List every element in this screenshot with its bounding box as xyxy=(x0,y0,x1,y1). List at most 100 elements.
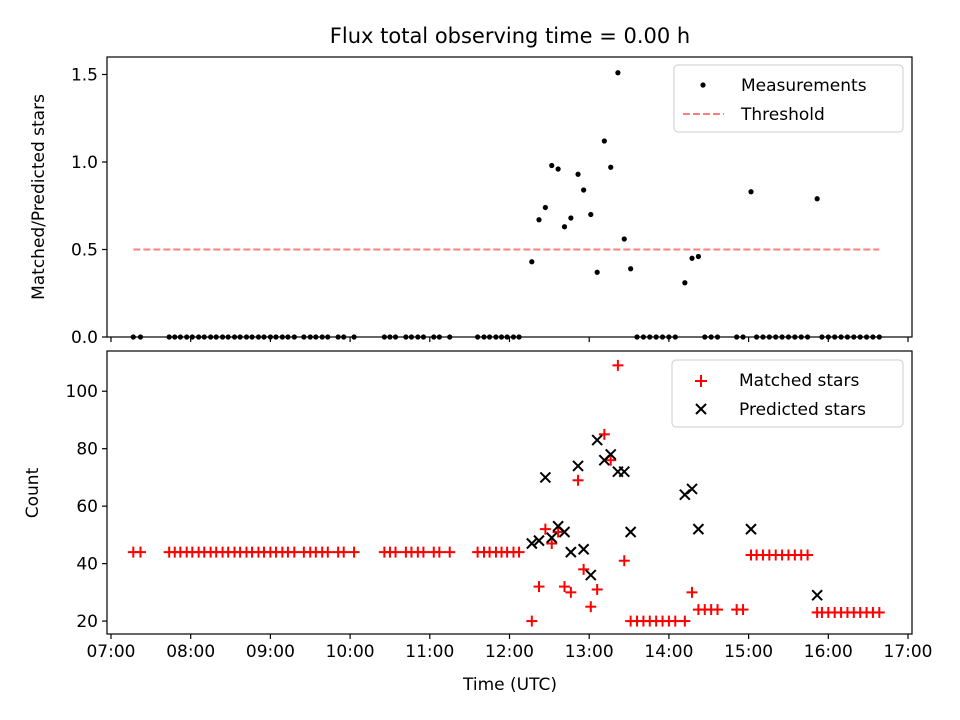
legend-measurements-label: Measurements xyxy=(741,76,867,96)
y-tick-label: 0.5 xyxy=(71,241,98,261)
x-tick-label: 17:00 xyxy=(884,642,933,662)
y-tick-label: 80 xyxy=(76,440,98,460)
matched-star-point xyxy=(669,615,681,627)
measurement-point xyxy=(621,236,627,242)
matched-star-point xyxy=(598,428,610,440)
y-tick-label: 60 xyxy=(76,497,98,517)
x-tick-label: 12:00 xyxy=(485,642,534,662)
bottom-legend: Matched stars Predicted stars xyxy=(671,359,904,428)
legend-threshold-label: Threshold xyxy=(740,105,825,125)
y-tick-label: 0.0 xyxy=(71,328,98,348)
measurement-point xyxy=(748,189,754,195)
predicted-star-stroke xyxy=(558,526,571,538)
matched-star-point xyxy=(605,454,617,466)
top-legend: Measurements Threshold xyxy=(673,64,904,133)
matched-star-point xyxy=(558,581,570,593)
matched-star-point xyxy=(513,546,525,558)
predicted-star-stroke xyxy=(577,543,590,555)
bottom-marks xyxy=(127,359,885,627)
predicted-star-point xyxy=(572,460,584,472)
matched-star-point xyxy=(686,586,698,598)
x-tick-label: 16:00 xyxy=(804,642,853,662)
matched-star-point xyxy=(565,586,577,598)
predicted-star-point xyxy=(526,537,538,550)
top-chart-title: Flux total observing time = 0.00 h xyxy=(330,24,690,48)
measurement-point xyxy=(682,280,688,286)
matched-star-point xyxy=(433,546,445,558)
legend-measurements-marker xyxy=(700,82,706,88)
top-y-axis-label: Matched/Predicted stars xyxy=(29,94,49,300)
bottom-legend-box xyxy=(671,359,904,428)
legend-matched-marker xyxy=(695,375,707,387)
bottom-panel: Count Time (UTC) 07:00 08:00 09:00 10:00 11:… xyxy=(23,350,933,695)
matched-star-point xyxy=(552,526,564,538)
matched-star-point xyxy=(572,474,584,486)
x-tick-label: 11:00 xyxy=(405,642,454,662)
bottom-x-axis-label: Time (UTC) xyxy=(462,675,557,695)
matched-star-point xyxy=(585,601,597,613)
measurement-point xyxy=(608,164,614,170)
matched-star-point xyxy=(578,563,590,575)
y-tick-label: 40 xyxy=(76,555,98,575)
predicted-star-point xyxy=(585,569,597,581)
matched-star-point xyxy=(539,523,551,535)
predicted-star-stroke xyxy=(552,520,564,532)
y-tick-label: 20 xyxy=(76,612,98,632)
measurement-point xyxy=(814,196,820,202)
predicted-star-stroke xyxy=(605,448,617,461)
top-plot-frame xyxy=(106,56,913,338)
matched-star-point xyxy=(612,359,624,371)
predicted-star-stroke xyxy=(546,532,558,544)
predicted-star-point xyxy=(539,471,552,484)
predicted-star-point xyxy=(618,465,630,478)
bottom-plot-frame xyxy=(106,350,913,635)
predicted-star-point xyxy=(591,434,603,446)
matched-star-point xyxy=(417,546,429,558)
top-ticks: 0.0 0.5 1.0 1.5 xyxy=(71,66,909,348)
measurement-point xyxy=(594,269,600,275)
predicted-star-stroke xyxy=(565,546,577,558)
x-tick-label: 15:00 xyxy=(724,642,773,662)
predicted-star-stroke xyxy=(526,537,538,550)
predicted-star-point xyxy=(745,523,757,535)
legend-matched-label: Matched stars xyxy=(739,371,859,391)
predicted-star-point xyxy=(811,589,823,601)
predicted-star-stroke xyxy=(585,569,597,581)
predicted-star-point xyxy=(577,543,590,555)
top-legend-box xyxy=(673,64,904,133)
predicted-star-stroke xyxy=(686,483,698,495)
measurement-point xyxy=(695,253,701,260)
measurement-point xyxy=(601,138,607,144)
matched-star-point xyxy=(348,546,360,558)
y-tick-label: 1.0 xyxy=(71,153,98,173)
x-tick-label: 07:00 xyxy=(86,642,135,662)
matched-star-point xyxy=(712,604,724,616)
x-tick-label: 14:00 xyxy=(644,642,693,662)
measurement-point xyxy=(628,266,634,272)
matched-star-point xyxy=(390,546,402,558)
matched-star-point xyxy=(802,549,814,561)
predicted-star-point xyxy=(686,483,698,495)
predicted-star-point xyxy=(692,523,705,535)
predicted-star-point xyxy=(546,532,558,544)
predicted-star-stroke xyxy=(572,460,584,472)
measurement-point xyxy=(588,211,594,218)
predicted-star-stroke xyxy=(745,523,757,535)
matched-star-point xyxy=(338,546,350,558)
predicted-star-stroke xyxy=(591,434,603,446)
predicted-star-point xyxy=(624,526,637,538)
y-tick-label: 100 xyxy=(66,382,98,402)
matched-star-point xyxy=(618,555,630,567)
matched-star-point xyxy=(873,606,885,618)
predicted-star-stroke xyxy=(679,488,691,501)
predicted-star-stroke xyxy=(533,534,545,547)
bottom-ticks: 07:00 08:00 09:00 10:00 11:00 12:00 13:00 14:00… xyxy=(66,382,933,662)
x-tick-label: 09:00 xyxy=(246,642,295,662)
predicted-star-point xyxy=(558,526,571,538)
measurement-point xyxy=(549,162,555,169)
matched-star-point xyxy=(533,581,545,593)
matched-star-point xyxy=(322,546,334,558)
x-tick-label: 10:00 xyxy=(326,642,375,662)
x-tick-label: 08:00 xyxy=(166,642,215,662)
